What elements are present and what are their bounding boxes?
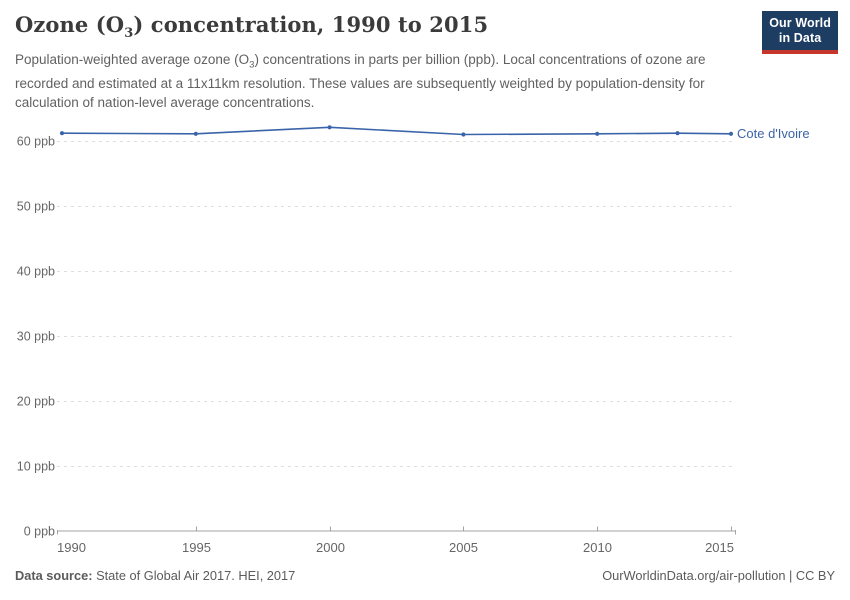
x-axis-tick-label: 2010	[583, 540, 612, 555]
y-axis-tick-label: 60 ppb	[17, 135, 55, 149]
owid-attribution-link[interactable]: OurWorldinData.org/air-pollution | CC BY	[602, 568, 835, 583]
title-text: Ozone (O	[15, 12, 125, 37]
data-point	[595, 131, 600, 136]
x-axis-tick-label: 2000	[316, 540, 345, 555]
x-axis-tick-label: 2005	[449, 540, 478, 555]
data-point	[59, 131, 65, 136]
subtitle-text-end: ) concentrations in parts per billion (p…	[15, 52, 706, 110]
series-label-cote-divoire: Cote d'Ivoire	[737, 126, 810, 141]
y-axis-tick-label: 10 ppb	[17, 460, 55, 474]
data-point	[461, 132, 466, 137]
subtitle-text: Population-weighted average ozone (O	[15, 52, 250, 67]
data-source-text: State of Global Air 2017. HEI, 2017	[92, 568, 296, 583]
chart-subtitle: Population-weighted average ozone (O3) c…	[15, 51, 720, 112]
owid-logo-line1: Our World	[769, 16, 831, 30]
data-point	[193, 131, 198, 136]
data-source-note: Data source: State of Global Air 2017. H…	[15, 568, 295, 583]
data-point	[728, 131, 734, 136]
subtitle-subscript: 3	[249, 59, 255, 71]
data-point	[675, 131, 680, 136]
owid-logo-line2: in Data	[778, 31, 822, 45]
y-axis-tick-label: 40 ppb	[17, 265, 55, 279]
y-axis-tick-label: 20 ppb	[17, 395, 55, 409]
x-axis-tick-label: 1990	[57, 540, 86, 555]
data-source-label: Data source:	[15, 568, 93, 583]
x-axis-tick-label: 1995	[182, 540, 211, 555]
data-line	[61, 126, 732, 136]
y-axis-tick-label: 30 ppb	[17, 330, 55, 344]
page-title: Ozone (O3) concentration, 1990 to 2015	[15, 12, 488, 41]
data-point	[327, 125, 332, 130]
y-axis-tick-label: 50 ppb	[17, 200, 55, 214]
x-axis-tick-label: 2015	[705, 540, 734, 555]
y-axis-tick-label: 0 ppb	[24, 525, 55, 539]
title-subscript: 3	[124, 26, 134, 42]
title-text-end: ) concentration, 1990 to 2015	[133, 12, 489, 37]
owid-logo[interactable]: Our World in Data	[762, 11, 838, 54]
